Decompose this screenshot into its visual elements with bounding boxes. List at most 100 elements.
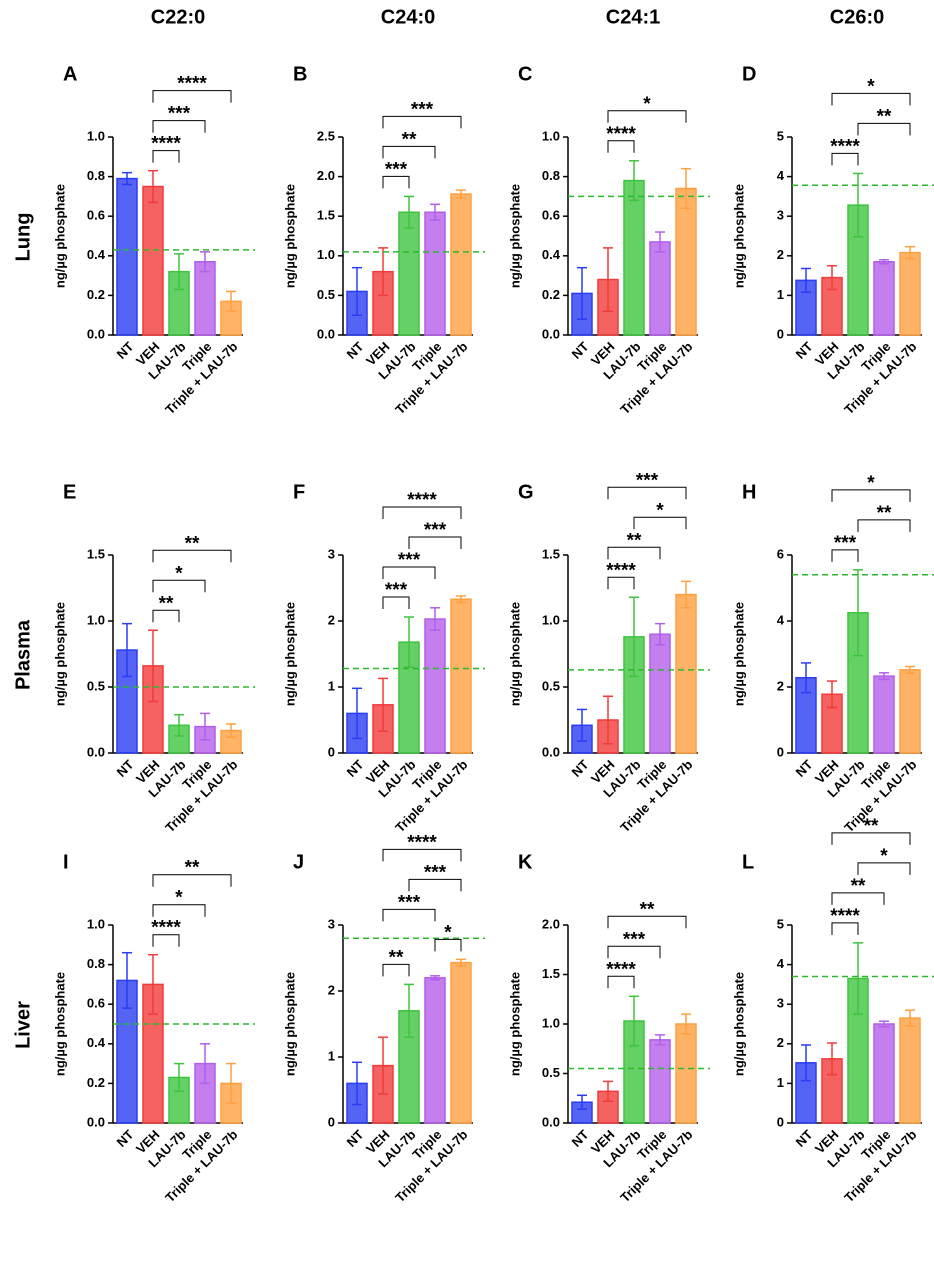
significance-bracket — [152, 549, 232, 563]
y-tick-label: 1.0 — [542, 612, 560, 627]
significance-bracket — [382, 566, 436, 580]
significance-label: *** — [398, 892, 421, 913]
y-tick-label: 5 — [777, 916, 784, 931]
significance-label: ** — [185, 533, 200, 554]
significance-bracket — [152, 90, 232, 103]
y-tick-label: 1.0 — [542, 128, 560, 143]
bar — [873, 260, 895, 336]
y-tick-label: 0.4 — [87, 1035, 106, 1050]
significance-bracket — [152, 874, 232, 887]
y-tick-label: 1 — [777, 287, 784, 302]
bar — [424, 977, 446, 1124]
significance-bracket — [857, 862, 911, 875]
y-axis-label: ng/µg phosphate — [507, 184, 522, 288]
significance-bracket — [831, 92, 911, 106]
significance-label: *** — [411, 99, 434, 120]
y-tick-label: 1.5 — [542, 966, 560, 981]
significance-bracket — [152, 150, 180, 163]
y-tick-label: 1.5 — [87, 546, 105, 561]
y-tick-label: 2 — [777, 678, 784, 693]
significance-label: ** — [640, 899, 655, 920]
y-tick-label: 0.5 — [87, 678, 105, 693]
significance-bracket — [633, 516, 687, 530]
significance-bracket — [382, 908, 436, 922]
significance-label: **** — [407, 490, 437, 511]
significance-label: *** — [424, 520, 447, 541]
significance-bracket — [607, 945, 661, 959]
y-tick-label: 1.0 — [542, 1015, 560, 1030]
row-label: Plasma — [12, 619, 34, 690]
significance-bracket — [607, 975, 635, 989]
significance-bracket — [607, 576, 635, 590]
bar — [194, 260, 216, 336]
y-tick-label: 0 — [777, 1114, 784, 1129]
y-tick-label: 2.5 — [317, 128, 335, 143]
significance-bracket — [382, 848, 462, 862]
bar — [899, 669, 921, 754]
significance-label: *** — [385, 580, 408, 601]
panel-letter: L — [742, 851, 754, 873]
y-tick-label: 0.8 — [542, 168, 560, 183]
significance-bracket — [857, 519, 911, 532]
panel-letter: I — [63, 851, 69, 873]
significance-label: ** — [389, 947, 404, 968]
y-axis-label: ng/µg phosphate — [52, 184, 67, 288]
significance-label: *** — [424, 862, 447, 883]
y-tick-label: 0.2 — [87, 287, 105, 302]
y-tick-label: 4 — [777, 956, 785, 971]
bar — [675, 187, 697, 336]
significance-bracket — [831, 832, 911, 845]
bar — [450, 598, 472, 754]
significance-label: ** — [185, 858, 200, 879]
y-tick-label: 2.0 — [542, 916, 560, 931]
y-tick-label: 0 — [777, 744, 784, 759]
bar — [623, 179, 645, 336]
significance-label: * — [175, 563, 183, 584]
significance-label: *** — [398, 550, 421, 571]
y-tick-label: 1.5 — [542, 546, 560, 561]
significance-label: * — [867, 473, 875, 494]
significance-label: **** — [606, 560, 636, 581]
y-tick-label: 2.0 — [317, 168, 335, 183]
significance-label: **** — [606, 124, 636, 145]
y-axis-label: ng/µg phosphate — [282, 184, 297, 288]
y-axis-label: ng/µg phosphate — [507, 602, 522, 706]
y-tick-label: 1.0 — [87, 916, 105, 931]
significance-bracket — [382, 596, 410, 610]
y-axis-label: ng/µg phosphate — [282, 602, 297, 706]
significance-bracket — [831, 489, 911, 502]
y-tick-label: 2 — [777, 247, 784, 262]
bar — [675, 1023, 697, 1124]
significance-label: ** — [402, 129, 417, 150]
significance-bracket — [831, 549, 859, 562]
y-tick-label: 0.8 — [87, 168, 105, 183]
significance-bracket — [382, 145, 436, 159]
significance-bracket — [607, 915, 687, 929]
y-tick-label: 0.2 — [542, 287, 560, 302]
significance-bracket — [382, 115, 462, 129]
bar — [649, 633, 671, 754]
y-tick-label: 0.6 — [87, 996, 105, 1011]
significance-bracket — [607, 110, 687, 123]
y-tick-label: 2 — [328, 612, 335, 627]
y-axis-label: ng/µg phosphate — [52, 972, 67, 1076]
significance-label: **** — [151, 134, 181, 155]
bar — [873, 1023, 895, 1124]
y-tick-label: 4 — [777, 612, 785, 627]
y-tick-label: 0 — [328, 744, 335, 759]
y-tick-label: 0.5 — [317, 287, 335, 302]
y-tick-label: 5 — [777, 128, 784, 143]
bar — [873, 675, 895, 754]
significance-bracket — [152, 609, 180, 623]
significance-label: * — [444, 922, 452, 943]
y-tick-label: 0.4 — [542, 247, 561, 262]
significance-bracket — [434, 938, 462, 952]
significance-label: * — [880, 846, 888, 867]
significance-bracket — [857, 122, 911, 136]
y-tick-label: 0.0 — [87, 744, 105, 759]
significance-bracket — [831, 152, 859, 166]
column-title: C22:0 — [151, 6, 205, 28]
bar — [116, 177, 138, 336]
significance-label: ** — [864, 816, 879, 837]
y-tick-label: 1.5 — [317, 208, 335, 223]
